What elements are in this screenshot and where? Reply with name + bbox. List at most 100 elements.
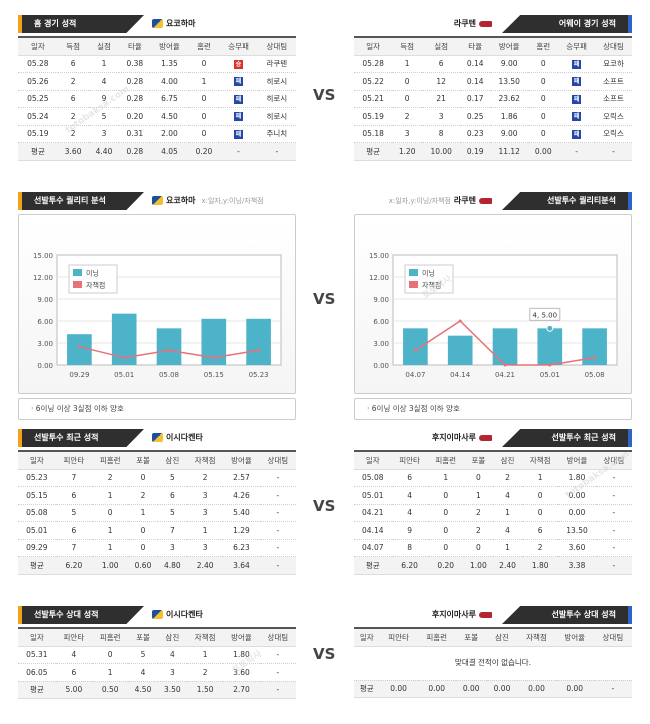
table-cell: 2 [463,504,493,522]
table-cell: 2 [522,539,559,557]
cell-avg: 0.28 [119,90,151,108]
table-cell: 5 [128,646,158,664]
cell-a: 3 [422,107,461,126]
table-cell: - [259,504,296,522]
table-row: 05.28 6 1 0.38 1.35 0 승 라쿠텐 [18,55,296,73]
cell-a: 4 [88,72,120,91]
cell-hr: 0 [528,55,559,73]
table-cell: 0 [463,469,493,487]
result-cell: 승 [219,55,258,73]
line-point [413,348,417,352]
column-header: 피안타 [391,451,428,470]
cell-f: 2 [392,107,423,126]
column-header: 실점 [422,37,461,56]
cell-hr: 0 [188,55,220,73]
average-cell: 3.64 [223,556,260,575]
average-cell: 6.20 [55,556,93,575]
average-cell: 11.12 [490,142,529,161]
table-cell: 6 [157,486,187,505]
table-row: 04.07 8 0 0 1 2 3.60- [354,539,632,557]
column-header: 자책점 [517,628,556,647]
cell-f: 0 [392,72,423,91]
legend-swatch [409,269,418,276]
x-tick-label: 05.08 [159,371,179,379]
result-badge: 패 [234,112,244,122]
cell-f: 2 [57,107,89,126]
cell-opponent: 히로시 [257,90,296,108]
average-row: 평균 1.20 10.00 0.19 11.12 0.00- - [354,142,632,161]
cell-a: 8 [422,125,461,143]
pitcher-recent-table: 일자 피안타 피홈런 포볼 삼진 자책점 방어율 상대팀 05.08 6 1 0 2 1 1.80-05.0… [354,450,632,575]
column-header: 방어율 [490,37,529,56]
column-header: 피안타 [379,628,418,647]
cell-opponent: 요코하 [595,55,632,73]
table-cell: 0 [427,521,464,540]
table-cell: 1 [92,663,129,682]
table-cell: 1 [92,486,129,505]
cell-opponent: 라쿠텐 [257,55,296,73]
quality-panel-right: 선발투수 퀄리티분석 x:일자,y:이닝/자책점 라쿠텐 15.00 12.00 9.… [354,190,632,420]
table-row: 05.28 1 6 0.14 9.00 0 패 요코하 [354,55,632,73]
table-cell: 3 [157,539,187,557]
line-point [77,345,81,349]
column-header: 홈런 [188,37,220,56]
average-cell: 1.00 [463,556,493,575]
cell-date: 05.26 [18,72,58,91]
cell-avg: 0.23 [460,125,491,143]
table-cell: 7 [55,469,93,487]
tooltip-text: 4, 5.00 [533,311,558,319]
table-cell: 0 [427,539,464,557]
result-cell: 패 [558,55,596,73]
column-header: 홈런 [528,37,559,56]
table-cell: 5 [55,504,93,522]
average-cell: 1.50 [186,681,224,699]
yokohama-logo-icon [152,610,163,619]
average-cell: 2.40 [492,556,523,575]
column-header: 자책점 [186,451,224,470]
column-header: 피홈런 [92,628,129,647]
table-cell: 1 [92,539,129,557]
cell-opponent: 주니치 [257,125,296,143]
cell-date: 05.19 [354,107,393,126]
table-cell: 2 [92,469,129,487]
result-cell: 패 [219,72,258,91]
y-tick-label: 12.00 [369,274,389,282]
column-header: 승무패 [219,37,258,56]
y-tick-label: 0.00 [373,362,389,370]
column-header: 득점 [57,37,89,56]
column-header: 삼진 [157,451,187,470]
table-cell: - [595,504,632,522]
cell-a: 9 [88,90,120,108]
table-cell: - [259,521,296,540]
table-cell: - [259,663,296,682]
cell-f: 0 [392,90,423,108]
column-header: 상대팀 [593,628,632,647]
cell-a: 3 [88,125,120,143]
average-cell: 0.00 [379,680,418,698]
result-cell: 패 [558,72,596,91]
average-cell: 0.00 [417,680,456,698]
cell-date: 05.18 [354,125,393,143]
team-name: 요코하마 [152,18,195,29]
table-cell: - [259,486,296,505]
column-header: 일자 [18,37,58,56]
table-cell: 2 [186,663,224,682]
section-tab: 선발투수 퀄리티분석 [502,192,632,210]
cell-era: 4.50 [150,107,189,126]
column-header: 일자 [354,628,380,647]
x-tick-label: 05.15 [204,371,224,379]
table-cell: 2 [492,469,523,487]
table-cell: 6 [55,486,93,505]
table-cell: 05.23 [18,469,56,487]
cell-f: 6 [57,90,89,108]
table-cell: 1 [427,469,464,487]
column-header: 방어율 [555,628,594,647]
line-point [257,348,261,352]
table-cell: 4 [492,486,523,505]
average-cell: 4.80 [157,556,187,575]
average-row: 평균 6.20 0.20 1.00 2.40 1.80 3.38- [354,556,632,575]
result-badge: 패 [572,59,582,69]
table-cell: 6 [55,663,93,682]
table-cell: 04.14 [354,521,392,540]
column-header: 피홈런 [92,451,129,470]
